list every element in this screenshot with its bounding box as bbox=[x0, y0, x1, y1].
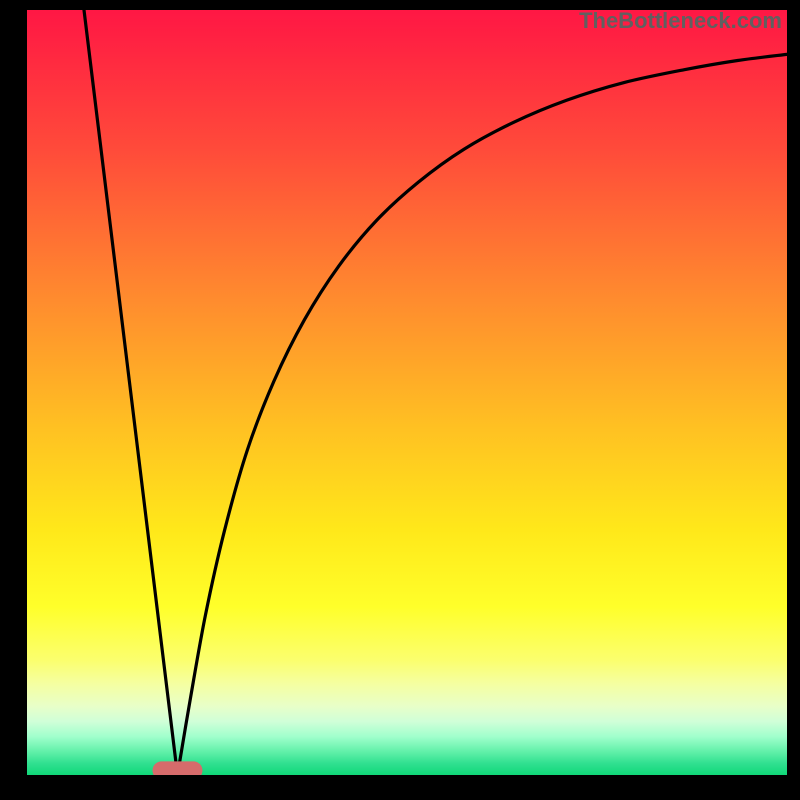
right-curve bbox=[177, 54, 787, 775]
chart-container: TheBottleneck.com bbox=[0, 0, 800, 800]
watermark-text: TheBottleneck.com bbox=[579, 8, 782, 34]
vertex-marker bbox=[152, 761, 202, 775]
left-line bbox=[84, 10, 177, 775]
curve-overlay bbox=[27, 10, 787, 775]
plot-area bbox=[27, 10, 787, 775]
